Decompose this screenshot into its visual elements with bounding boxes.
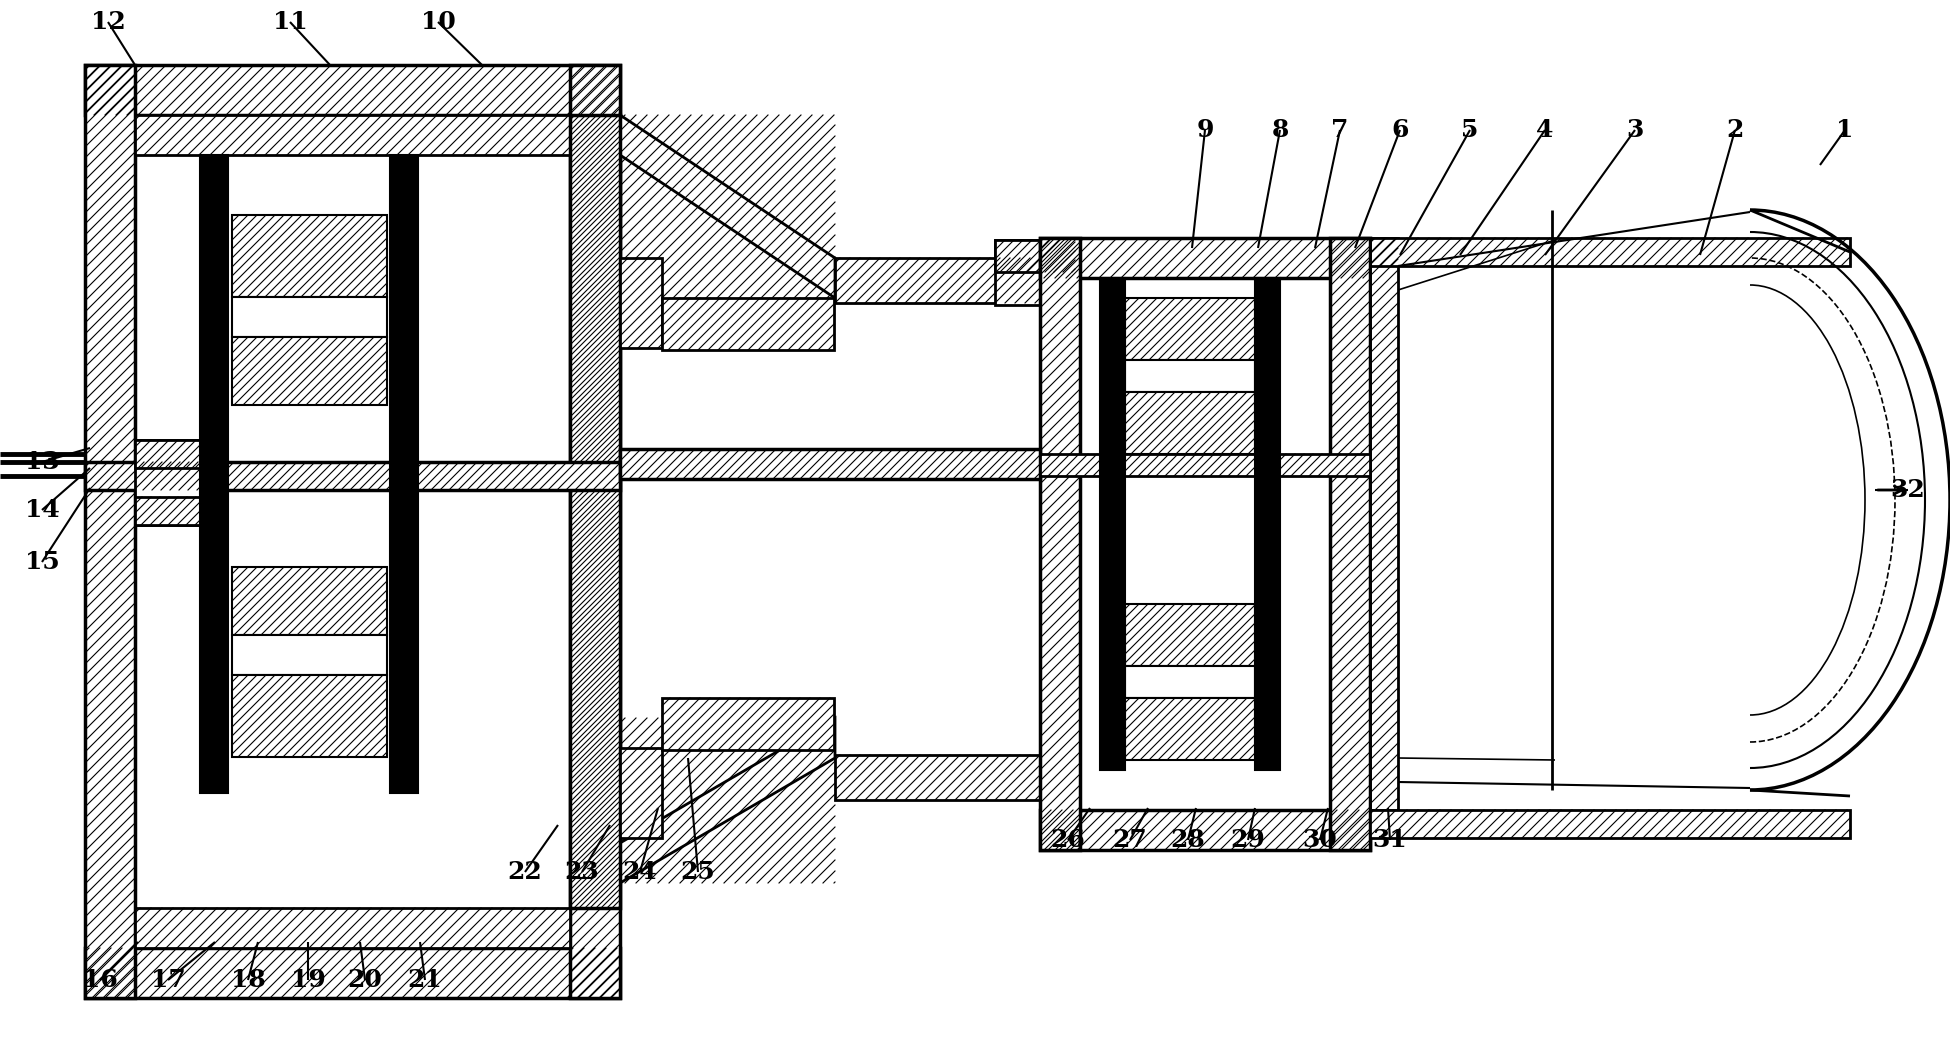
- Text: 13: 13: [25, 450, 58, 474]
- Bar: [620, 748, 661, 838]
- Bar: [620, 449, 1039, 479]
- Bar: [135, 497, 201, 525]
- Text: 16: 16: [82, 968, 117, 992]
- Bar: [1125, 698, 1256, 760]
- Bar: [1125, 666, 1256, 698]
- Text: 3: 3: [1626, 118, 1644, 142]
- Bar: [86, 462, 620, 490]
- Bar: [86, 65, 135, 998]
- Bar: [135, 440, 201, 525]
- Bar: [1330, 238, 1371, 850]
- Bar: [1371, 238, 1398, 810]
- Text: 20: 20: [347, 968, 382, 992]
- Bar: [232, 337, 386, 405]
- Polygon shape: [620, 718, 835, 883]
- Text: 9: 9: [1195, 118, 1213, 142]
- Bar: [994, 240, 1074, 305]
- Bar: [1371, 238, 1851, 266]
- Bar: [1371, 810, 1851, 838]
- Text: 4: 4: [1537, 118, 1554, 142]
- Bar: [135, 115, 569, 155]
- Bar: [201, 155, 228, 793]
- Bar: [232, 215, 386, 297]
- Text: 26: 26: [1051, 828, 1086, 852]
- Text: 19: 19: [291, 968, 326, 992]
- Text: 18: 18: [230, 968, 265, 992]
- Bar: [994, 240, 1074, 272]
- Bar: [86, 65, 620, 115]
- Bar: [232, 635, 386, 675]
- Bar: [1039, 238, 1371, 278]
- Text: 24: 24: [622, 860, 657, 884]
- Bar: [569, 115, 620, 908]
- Bar: [835, 258, 1039, 303]
- Bar: [1039, 454, 1371, 476]
- Bar: [1039, 810, 1371, 850]
- Bar: [135, 440, 201, 468]
- Text: 17: 17: [150, 968, 185, 992]
- Bar: [661, 698, 835, 750]
- Bar: [232, 675, 386, 757]
- Bar: [1125, 604, 1256, 666]
- Text: 32: 32: [1892, 478, 1925, 502]
- Bar: [1125, 298, 1256, 360]
- Text: 10: 10: [421, 10, 456, 35]
- Text: 8: 8: [1271, 118, 1289, 142]
- Text: 15: 15: [25, 550, 58, 574]
- Text: 6: 6: [1390, 118, 1408, 142]
- Text: 7: 7: [1332, 118, 1349, 142]
- Bar: [390, 155, 417, 793]
- Bar: [569, 65, 620, 998]
- Text: 29: 29: [1230, 828, 1266, 852]
- Bar: [1125, 360, 1256, 392]
- Text: 27: 27: [1113, 828, 1147, 852]
- Bar: [135, 908, 569, 948]
- Text: 2: 2: [1726, 118, 1743, 142]
- Text: 25: 25: [681, 860, 716, 884]
- Bar: [86, 948, 620, 998]
- Bar: [232, 567, 386, 635]
- Bar: [1125, 392, 1256, 454]
- Text: 28: 28: [1170, 828, 1205, 852]
- Text: 23: 23: [566, 860, 599, 884]
- Text: 1: 1: [1837, 118, 1854, 142]
- Bar: [1100, 278, 1125, 770]
- Polygon shape: [620, 115, 835, 298]
- Text: 21: 21: [408, 968, 443, 992]
- Bar: [835, 755, 1039, 800]
- Text: 31: 31: [1373, 828, 1408, 852]
- Bar: [1256, 278, 1279, 770]
- Bar: [661, 298, 835, 350]
- Bar: [1039, 238, 1080, 850]
- Bar: [232, 297, 386, 337]
- Text: 12: 12: [90, 10, 125, 35]
- Text: 30: 30: [1303, 828, 1338, 852]
- Text: 5: 5: [1461, 118, 1478, 142]
- Text: 11: 11: [273, 10, 308, 35]
- Text: 14: 14: [25, 498, 58, 522]
- Text: 22: 22: [507, 860, 542, 884]
- Bar: [620, 258, 661, 348]
